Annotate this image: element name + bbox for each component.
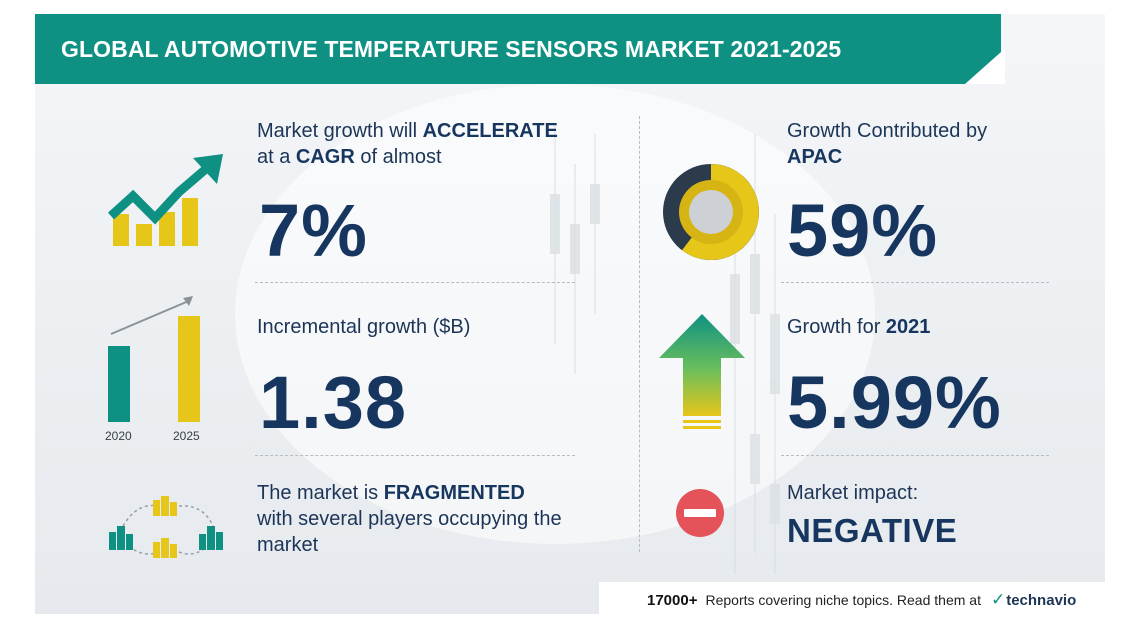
divider-right-2 xyxy=(781,455,1049,456)
yoy-year-label: 2021 xyxy=(885,316,931,338)
technavio-logo-mark-icon: ✓ xyxy=(990,590,1006,609)
header-banner: GLOBAL AUTOMOTIVE TEMPERATURE SENSORS MA… xyxy=(35,14,1001,84)
footer-row: 17000+ Reports covering niche topics. Re… xyxy=(647,590,1076,610)
footer-text: Reports covering niche topics. Read them… xyxy=(705,592,981,608)
footer-bar: 17000+ Reports covering niche topics. Re… xyxy=(599,582,1105,614)
yoy-value: 5.99% xyxy=(787,361,1002,444)
cagr-line-1: Market growth will ACCELERATE xyxy=(257,118,558,144)
cagr-label: CAGR xyxy=(295,146,355,168)
cagr-line-2-prefix: at a xyxy=(257,146,296,168)
trend-arrow-bars-icon xyxy=(107,154,223,246)
yoy-label: Growth for 2021 xyxy=(787,314,930,340)
region-line-1: Growth Contributed by xyxy=(787,120,988,142)
region-value: 59% xyxy=(787,189,939,272)
cagr-line-2: at a CAGR of almost xyxy=(257,144,442,170)
impact-label: Market impact: xyxy=(787,482,919,504)
structure-fragmented-label: FRAGMENTED xyxy=(383,482,525,504)
structure-line-3: market xyxy=(257,534,319,556)
structure-line-1-text: The market is xyxy=(257,482,384,504)
cagr-line-1-text: Market growth will xyxy=(257,120,423,142)
up-arrow-icon xyxy=(659,314,745,429)
page-title: GLOBAL AUTOMOTIVE TEMPERATURE SENSORS MA… xyxy=(61,36,842,62)
impact-value: NEGATIVE xyxy=(787,512,958,549)
incremental-value: 1.38 xyxy=(259,361,408,444)
incremental-label: Incremental growth ($B) xyxy=(257,316,471,338)
no-entry-icon xyxy=(676,489,724,537)
divider-right-1 xyxy=(781,282,1049,283)
structure-line-1: The market is FRAGMENTED xyxy=(257,480,525,506)
technavio-logo[interactable]: ✓ technavio xyxy=(991,590,1076,610)
cagr-line-2-suffix: of almost xyxy=(354,146,442,168)
cagr-accelerate-label: ACCELERATE xyxy=(422,120,558,142)
header-fold-decoration xyxy=(965,14,1005,84)
column-divider xyxy=(639,116,640,552)
region-label: APAC xyxy=(787,146,843,168)
cagr-value: 7% xyxy=(259,189,368,272)
year-label-2025: 2025 xyxy=(173,429,200,443)
buildings-network-icon xyxy=(109,496,223,558)
divider-left-1 xyxy=(255,282,575,283)
technavio-brand-text: technavio xyxy=(1006,591,1077,609)
structure-line-2: with several players occupying the xyxy=(257,508,562,530)
year-label-2020: 2020 xyxy=(105,429,132,443)
infographic-canvas: GLOBAL AUTOMOTIVE TEMPERATURE SENSORS MA… xyxy=(35,14,1105,614)
donut-chart-icon xyxy=(663,164,759,260)
report-count: 17000+ xyxy=(647,591,698,609)
divider-left-2 xyxy=(255,455,575,456)
yoy-label-text: Growth for xyxy=(787,316,886,338)
bar-chart-icon xyxy=(108,296,200,422)
